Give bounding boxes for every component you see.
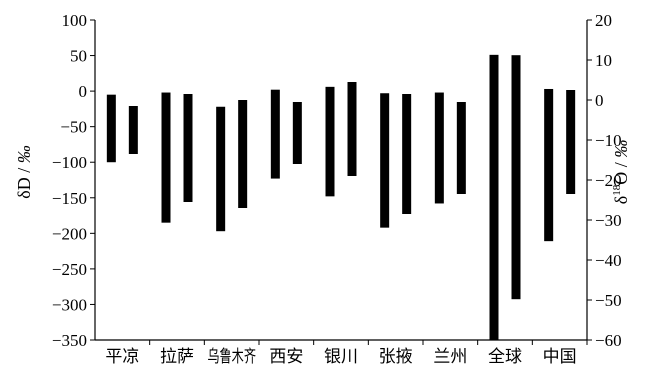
category-label: 中国 — [543, 347, 577, 365]
right-tick-label: 20 — [595, 11, 612, 30]
bar-delta18O — [511, 55, 521, 300]
right-tick-label: −40 — [595, 251, 622, 270]
left-axis-title: δD / ‰ — [14, 145, 34, 198]
right-axis-title: δ18O / ‰ — [611, 140, 631, 204]
category-label: 西安 — [269, 347, 303, 365]
bar-delta18O — [238, 100, 248, 208]
category-label: 全球 — [488, 347, 522, 365]
bar-delta18O — [183, 94, 193, 202]
right-tick-label: 0 — [595, 91, 604, 110]
right-tick-label: −30 — [595, 211, 622, 230]
left-tick-label: 100 — [62, 11, 88, 30]
left-tick-label: −350 — [52, 331, 87, 350]
left-tick-label: 0 — [79, 82, 88, 101]
bar-deltaD — [434, 92, 444, 204]
left-axis-title-unit: ‰ — [14, 145, 34, 163]
right-axis-title-mid: O / — [611, 158, 631, 185]
bar-deltaD — [325, 86, 335, 197]
bar-deltaD — [161, 92, 171, 223]
left-axis-title-prefix: δD / — [14, 163, 34, 198]
category-label: 银川 — [324, 347, 358, 365]
bar-delta18O — [566, 90, 576, 194]
bar-deltaD — [544, 88, 554, 242]
category-label: 张掖 — [379, 347, 413, 365]
tick-labels: 100500−50−100−150−200−250−300−35020100−1… — [52, 11, 622, 350]
bar-delta18O — [347, 82, 357, 176]
right-axis-title-sup: 18 — [611, 184, 623, 196]
left-tick-label: −300 — [52, 295, 87, 314]
left-tick-label: −200 — [52, 224, 87, 243]
bar-delta18O — [402, 94, 412, 214]
bar-delta18O — [292, 102, 302, 164]
bar-deltaD — [270, 89, 280, 179]
bar-deltaD — [489, 54, 499, 340]
left-tick-label: −250 — [52, 260, 87, 279]
right-tick-label: −20 — [595, 171, 622, 190]
bar-delta18O — [128, 106, 138, 154]
category-labels: 平凉 拉萨 乌鲁木齐 西安 银川 张掖 兰州 全球 中国 — [105, 347, 576, 365]
bars — [106, 54, 576, 340]
right-axis-title-prefix: δ — [611, 196, 631, 204]
category-label: 平凉 — [105, 347, 139, 365]
left-tick-label: −150 — [52, 189, 87, 208]
left-tick-label: 50 — [70, 47, 87, 66]
left-tick-label: −100 — [52, 153, 87, 172]
bar-delta18O — [456, 102, 466, 194]
right-axis-title-unit: ‰ — [611, 140, 631, 158]
right-tick-label: −50 — [595, 291, 622, 310]
bar-deltaD — [380, 93, 390, 228]
right-tick-label: 10 — [595, 51, 612, 70]
category-label: 乌鲁木齐 — [207, 347, 256, 365]
right-tick-label: −60 — [595, 331, 622, 350]
axes — [90, 19, 592, 345]
category-label: 拉萨 — [160, 347, 194, 365]
left-tick-label: −50 — [60, 118, 87, 137]
category-label: 兰州 — [433, 347, 467, 365]
right-tick-label: −10 — [595, 131, 622, 150]
bar-deltaD — [106, 94, 116, 163]
bar-deltaD — [216, 106, 226, 232]
